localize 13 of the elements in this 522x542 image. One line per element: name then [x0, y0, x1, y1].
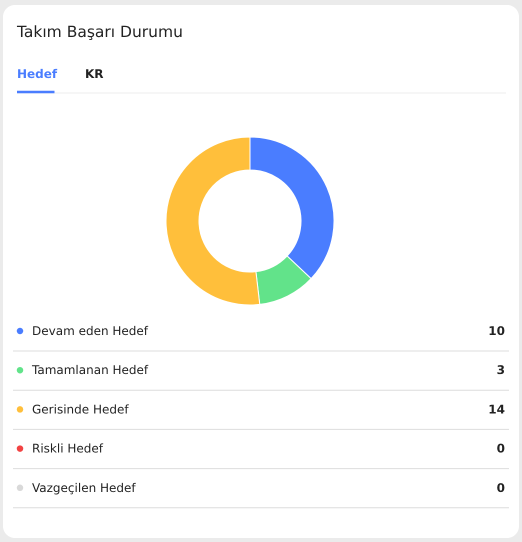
data-label: 3: [496, 363, 505, 378]
text: 0: [496, 442, 505, 456]
data-label: 10: [488, 324, 505, 338]
legend-label: Riskli Hedef: [32, 442, 104, 456]
data-label: 14: [488, 402, 505, 416]
text: 0: [496, 480, 505, 495]
text: KR: [85, 67, 104, 81]
legend-label: Devam eden Hedef: [32, 324, 149, 338]
legend-label: Gerisinde Hedef: [32, 402, 130, 416]
text: Hedef: [17, 67, 58, 81]
legend-label: Tamamlanan Hedef: [31, 363, 149, 378]
chart-title: Takım Başarı Durumu: [16, 23, 183, 41]
legend-label: Vazgeçilen Hedef: [32, 480, 136, 495]
